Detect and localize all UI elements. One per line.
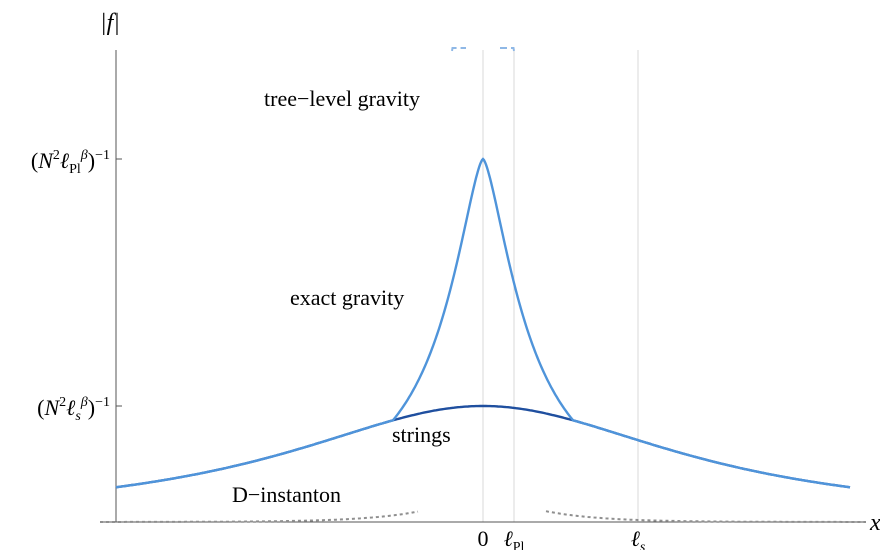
label-tree-level-gravity: tree−level gravity — [264, 86, 420, 111]
x-tick-label-zero: 0 — [478, 526, 489, 550]
series-tree-level-gravity-line-left — [451, 47, 466, 52]
y-tick-label-lpl: (N2ℓPlβ)−1 — [31, 148, 110, 177]
series-d-instanton-line-left — [100, 510, 419, 523]
label-exact-gravity: exact gravity — [290, 285, 404, 310]
series-d-instanton-line-right — [545, 510, 866, 523]
label-strings: strings — [392, 422, 451, 447]
series-exact-gravity-line — [115, 157, 851, 489]
series-tree-level-gravity-line-right — [500, 47, 515, 52]
x-tick-label-lpl: ℓPl — [504, 526, 525, 550]
y-axis-title: |f| — [100, 10, 120, 36]
x-tick-label-ls: ℓs — [631, 526, 646, 550]
y-tick-label-ls: (N2ℓsβ)−1 — [37, 395, 110, 424]
x-axis-title: x — [869, 510, 880, 536]
label-d-instanton: D−instanton — [232, 482, 341, 507]
